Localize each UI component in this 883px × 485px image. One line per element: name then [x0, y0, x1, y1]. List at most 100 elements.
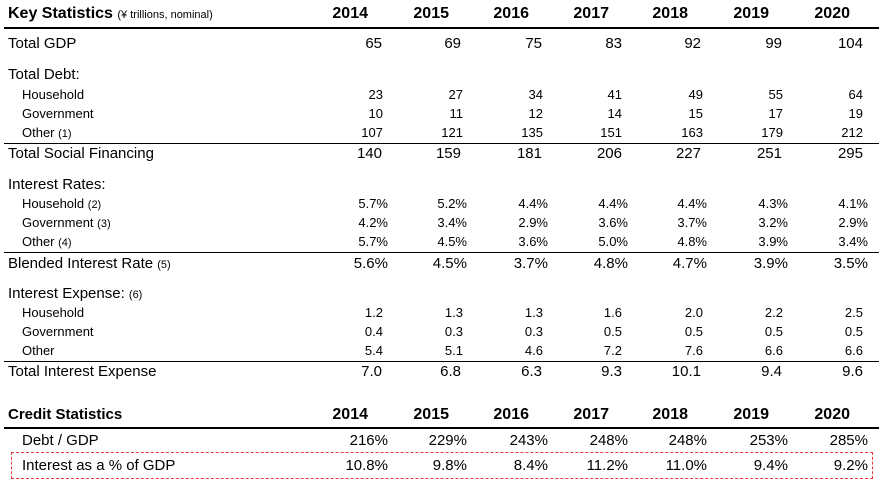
row-label: Government: [22, 215, 94, 230]
value-cell: 64: [848, 87, 863, 102]
value-cell: 243%: [509, 432, 548, 449]
value-cell: 0.5: [603, 324, 622, 339]
value-cell: 248%: [668, 432, 707, 449]
value-cell: 9.2%: [833, 457, 868, 474]
value-cell: 0.5: [764, 324, 783, 339]
year-header: 2020: [814, 5, 850, 22]
value-cell: 7.2: [603, 343, 622, 358]
footnote-marker: (5): [157, 259, 171, 271]
value-cell: 15: [688, 106, 703, 121]
value-cell: 2.5: [844, 305, 863, 320]
value-cell: 5.7%: [358, 196, 388, 211]
subtotal-divider: [4, 252, 879, 253]
value-cell: 9.3: [601, 363, 622, 380]
value-cell: 2.9%: [838, 215, 868, 230]
value-cell: 5.7%: [358, 234, 388, 249]
row-label: Government: [22, 324, 94, 339]
value-cell: 3.7%: [513, 255, 548, 272]
value-cell: 99: [765, 35, 782, 52]
value-cell: 34: [528, 87, 543, 102]
credit-statistics-title: Credit Statistics: [8, 406, 123, 423]
row-label: Other: [22, 125, 55, 140]
key-statistics-title: Key Statistics: [8, 5, 113, 22]
subtotal-divider: [4, 361, 879, 362]
value-cell: 104: [837, 35, 863, 52]
value-cell: 6.6: [764, 343, 783, 358]
value-cell: 159: [435, 145, 461, 162]
value-cell: 253%: [749, 432, 788, 449]
row-label-group: Blended Interest Rate (5): [8, 255, 171, 272]
footnote-marker: (1): [58, 128, 72, 140]
value-cell: 11.2%: [586, 457, 628, 474]
value-cell: 1.3: [444, 305, 463, 320]
row-label: Household: [22, 305, 85, 320]
year-header: 2020: [814, 406, 850, 423]
row-label-group: Household (2): [22, 196, 101, 211]
highlight-box: [11, 452, 873, 479]
value-cell: 295: [837, 145, 863, 162]
value-cell: 23: [368, 87, 383, 102]
value-cell: 6.6: [844, 343, 863, 358]
value-cell: 4.7%: [672, 255, 707, 272]
value-cell: 4.2%: [358, 215, 388, 230]
value-cell: 5.0%: [598, 234, 628, 249]
value-cell: 83: [605, 35, 622, 52]
key-statistics-header: Key Statistics (¥ trillions, nominal) 20…: [0, 5, 883, 25]
row-label: Total Social Financing: [8, 145, 154, 162]
value-cell: 3.4%: [437, 215, 467, 230]
value-cell: 2.9%: [518, 215, 548, 230]
value-cell: 4.4%: [598, 196, 628, 211]
row-label-group: Government (3): [22, 215, 111, 230]
value-cell: 19: [848, 106, 863, 121]
row-label: Government: [22, 106, 94, 121]
value-cell: 8.4%: [513, 457, 548, 474]
value-cell: 212: [841, 125, 863, 140]
value-cell: 4.8%: [677, 234, 707, 249]
value-cell: 92: [684, 35, 701, 52]
value-cell: 5.1: [444, 343, 463, 358]
value-cell: 4.4%: [518, 196, 548, 211]
header-divider: [4, 27, 879, 29]
footnote-marker: (2): [87, 199, 102, 211]
row-label-group: Other (1): [22, 125, 72, 140]
value-cell: 14: [607, 106, 622, 121]
year-header: 2017: [573, 406, 609, 423]
value-cell: 10.8%: [345, 457, 388, 474]
year-header: 2018: [652, 406, 688, 423]
value-cell: 4.5%: [432, 255, 467, 272]
value-cell: 17: [768, 106, 783, 121]
year-header: 2016: [493, 5, 529, 22]
value-cell: 107: [361, 125, 383, 140]
value-cell: 3.9%: [758, 234, 788, 249]
value-cell: 4.6: [524, 343, 543, 358]
value-cell: 2.2: [764, 305, 783, 320]
value-cell: 10: [368, 106, 383, 121]
section-label: Interest Rates:: [8, 176, 106, 193]
value-cell: 7.6: [684, 343, 703, 358]
section-label: Total Debt:: [8, 66, 80, 83]
value-cell: 12: [528, 106, 543, 121]
value-cell: 3.4%: [838, 234, 868, 249]
value-cell: 181: [516, 145, 542, 162]
value-cell: 49: [688, 87, 703, 102]
subtotal-divider: [4, 143, 879, 144]
row-label: Debt / GDP: [22, 432, 99, 449]
value-cell: 251: [756, 145, 782, 162]
value-cell: 5.2%: [437, 196, 467, 211]
value-cell: 6.3: [521, 363, 542, 380]
value-cell: 75: [525, 35, 542, 52]
value-cell: 69: [444, 35, 461, 52]
value-cell: 5.6%: [353, 255, 388, 272]
value-cell: 140: [356, 145, 382, 162]
value-cell: 9.4: [761, 363, 782, 380]
footnote-marker: (6): [128, 289, 143, 301]
value-cell: 229%: [428, 432, 467, 449]
year-header: 2017: [573, 5, 609, 22]
value-cell: 151: [600, 125, 622, 140]
value-cell: 248%: [589, 432, 628, 449]
row-label: Interest as a % of GDP: [22, 457, 176, 474]
row-label: Household: [22, 196, 85, 211]
value-cell: 0.3: [524, 324, 543, 339]
row-label: Other: [22, 343, 55, 358]
value-cell: 11: [449, 106, 464, 121]
